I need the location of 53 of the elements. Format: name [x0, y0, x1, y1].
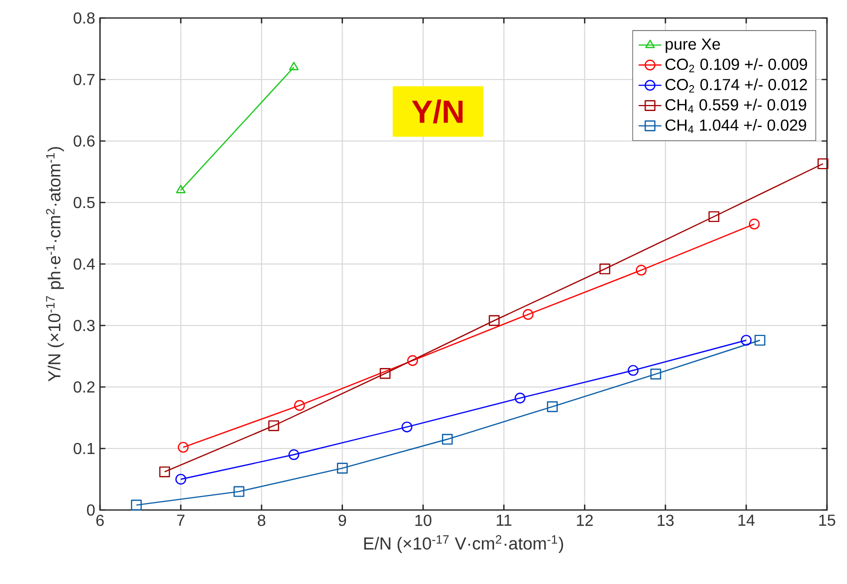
x-tick-label: 10	[415, 514, 432, 526]
point	[599, 264, 610, 274]
x-axis-title: E/N (×10$^{-17}$ V·cm$^{2}$·atom$^{-1}$)	[364, 535, 564, 554]
legend-label: CO$_{2}$ 0.109 +/- 0.009	[666, 58, 808, 72]
point	[442, 434, 453, 445]
x-tick-label: 7	[177, 514, 184, 526]
point	[628, 364, 639, 376]
y-tick-label: 0.6	[74, 135, 95, 147]
y-tick-label: 0.2	[74, 381, 94, 393]
point	[636, 264, 647, 276]
point	[546, 401, 558, 412]
point	[514, 392, 526, 404]
x-tick-label: 8	[258, 514, 266, 526]
point	[268, 420, 280, 432]
y-tick-label: 0.5	[74, 196, 95, 208]
point	[288, 449, 300, 460]
point	[488, 315, 500, 326]
text: Y/N (×10$^{-17}$ ph·e$^{-1}$·cm$^{2}$·atom$^{-1}$)	[46, 147, 64, 382]
point	[650, 368, 662, 380]
point	[740, 334, 752, 346]
x-tick-label: 15	[819, 514, 836, 526]
x-tick-label: 14	[738, 514, 755, 526]
point	[175, 474, 186, 485]
legend-label: pure Xe	[666, 38, 720, 53]
point	[708, 211, 720, 222]
point	[294, 400, 305, 411]
x-tick-label: 6	[96, 514, 104, 526]
legend-label: CH$_{4}$ 1.044 +/- 0.029	[666, 119, 806, 134]
y-tick-label: 0.3	[74, 320, 95, 332]
point	[234, 486, 244, 497]
point	[818, 158, 828, 170]
point	[748, 218, 760, 230]
point	[178, 442, 189, 453]
point	[380, 368, 391, 379]
y-tick-label: 0.4	[74, 258, 95, 270]
point	[130, 500, 142, 510]
point	[336, 462, 348, 474]
point	[402, 422, 412, 432]
x-tick-label: 11	[496, 514, 512, 526]
x-tick-label: 12	[576, 514, 593, 526]
legend-label: CH$_{4}$ 0.559 +/- 0.019	[666, 98, 806, 113]
y-tick-label: 0.8	[74, 12, 95, 24]
point	[159, 466, 170, 478]
point	[522, 309, 534, 320]
legend-label: CO$_{2}$ 0.174 +/- 0.012	[666, 78, 807, 92]
point	[754, 334, 766, 346]
point	[407, 355, 418, 366]
x-tick-label: 9	[338, 514, 346, 526]
y-tick-label: 0	[87, 504, 95, 516]
annotation: Y/N	[412, 100, 463, 124]
y-tick-label: 0.1	[74, 442, 95, 454]
y-tick-label: 0.7	[74, 74, 94, 86]
x-tick-label: 13	[658, 514, 674, 526]
